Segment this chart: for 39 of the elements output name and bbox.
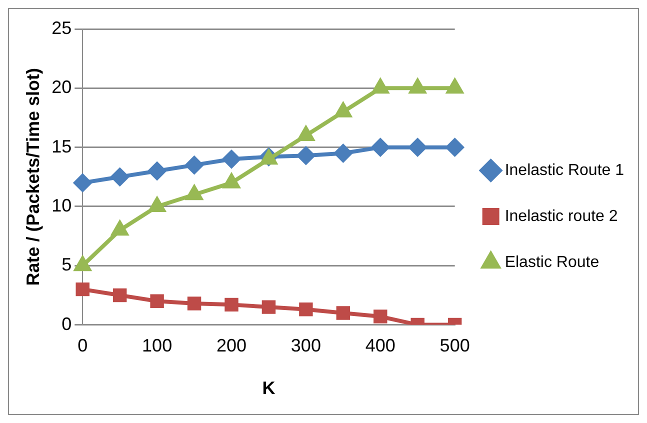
y-tick-label: 5 (62, 254, 72, 275)
point (299, 302, 313, 316)
point (184, 156, 204, 175)
point (371, 78, 390, 94)
point (334, 144, 353, 163)
point (110, 167, 130, 186)
x-tick-label: 200 (216, 336, 247, 356)
y-tick-label: 0 (62, 314, 72, 334)
point (446, 78, 464, 94)
point (374, 310, 388, 324)
point (370, 138, 390, 157)
point (336, 306, 350, 320)
point (222, 150, 241, 169)
point (296, 146, 316, 166)
x-axis-title: K (262, 378, 276, 398)
legend-label: Inelastic route 2 (504, 208, 618, 225)
y-axis-title: Rate / (Packets/Time slot) (22, 68, 43, 286)
point (148, 161, 167, 180)
point (150, 294, 164, 308)
point (76, 282, 90, 296)
y-tick-label: 20 (52, 77, 72, 98)
y-tick-label: 25 (52, 18, 72, 38)
legend-label: Elastic Route (504, 254, 600, 271)
point (224, 298, 238, 312)
x-tick-label: 500 (440, 336, 470, 356)
point (73, 173, 92, 192)
y-tick-label: 15 (52, 136, 72, 156)
x-tick-label: 0 (78, 336, 88, 356)
x-tick-label: 300 (290, 336, 321, 356)
point (408, 78, 427, 94)
point (187, 296, 202, 310)
y-tick-label: 10 (52, 195, 72, 216)
legend-label: Inelastic Route 1 (504, 162, 624, 179)
x-tick-label: 400 (365, 336, 396, 356)
x-tick-label: 100 (142, 336, 172, 356)
point (262, 300, 276, 314)
point (408, 138, 428, 157)
point (112, 288, 127, 302)
point (445, 138, 464, 157)
